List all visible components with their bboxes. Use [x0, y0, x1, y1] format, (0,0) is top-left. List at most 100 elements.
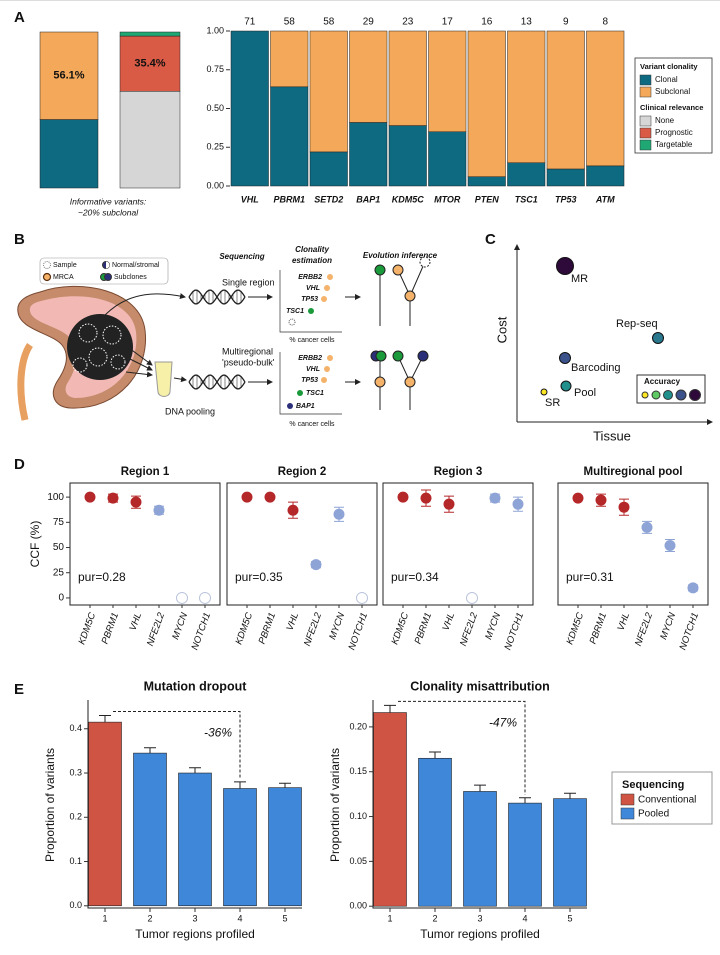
point	[397, 491, 409, 503]
point	[687, 582, 699, 594]
point	[512, 498, 524, 510]
legend-mrca	[42, 272, 52, 282]
point	[420, 492, 432, 504]
tumor	[67, 314, 133, 380]
bar-segment	[119, 31, 181, 37]
mini-axis-label: % cancer cells	[289, 337, 335, 344]
x-tick-label: VHL	[285, 611, 302, 632]
x-tick-label: MYCN	[658, 611, 678, 641]
count-label: 23	[402, 17, 414, 28]
region	[110, 354, 126, 370]
bar-segment	[388, 125, 427, 187]
value-label: 56.1%	[53, 70, 84, 82]
c-legend-title: Accuracy	[644, 377, 681, 386]
gene: ERBB2	[298, 355, 322, 362]
error-bar	[189, 767, 201, 774]
point	[241, 491, 253, 503]
gene: TSC1	[306, 390, 324, 397]
x-tick-label: VHL	[128, 611, 145, 632]
error-bar	[564, 792, 576, 799]
bar	[268, 787, 302, 907]
y-tick-label: 0.2	[69, 812, 82, 822]
bar-segment	[119, 35, 181, 92]
caption: Informative variants:	[70, 196, 147, 206]
legend-swatch	[639, 86, 652, 98]
x-tick-label: TSC1	[515, 194, 538, 204]
error-bar	[429, 751, 441, 759]
x-tick-label: 3	[477, 913, 482, 923]
gene: ERBB2	[298, 274, 322, 281]
row-label: 'pseudo-bulk'	[222, 357, 275, 367]
bar-segment	[467, 176, 506, 187]
gene: VHL	[306, 366, 320, 373]
panel-c: Cost Tissue MR Rep-seq Barcoding Pool SR…	[494, 244, 713, 443]
c-legend-dot	[651, 390, 661, 400]
point	[84, 491, 96, 503]
legend-label: Prognostic	[655, 128, 693, 137]
x-tick-label: NFE2L2	[145, 610, 168, 647]
header: Sequencing	[219, 252, 264, 261]
legend-normal-half	[106, 261, 110, 269]
legend-text: Sample	[53, 262, 77, 269]
x-tick-label: PTEN	[475, 194, 500, 204]
bar-segment	[270, 30, 309, 88]
legend-swatch	[639, 127, 652, 139]
x-tick-label: NFE2L2	[458, 610, 481, 647]
plot-frame	[226, 482, 378, 606]
region	[78, 323, 98, 343]
c-point	[652, 332, 664, 344]
bar-segment	[39, 31, 99, 120]
error-bar	[99, 714, 111, 723]
c-legend-dot	[641, 391, 649, 399]
gene: TSC1	[286, 308, 304, 315]
gene: TP53	[301, 377, 318, 384]
legend-title: Variant clonality	[640, 62, 698, 71]
tree-node	[375, 350, 387, 362]
y-tick-label: 100	[47, 492, 64, 503]
chart-title: Mutation dropout	[144, 679, 248, 693]
annotation: pur=0.28	[78, 570, 126, 584]
mini-dot	[327, 274, 333, 280]
mini-dot	[321, 377, 327, 383]
x-tick-label: NFE2L2	[633, 610, 656, 647]
plot-frame	[382, 482, 534, 606]
annotation: pur=0.31	[566, 570, 614, 584]
bar	[508, 802, 542, 907]
point	[287, 504, 299, 516]
dna-strand	[188, 289, 246, 305]
tree-node	[374, 264, 386, 276]
value-label: 35.4%	[134, 58, 165, 70]
legend-text: Normal/stromal	[112, 262, 160, 269]
bar-segment	[586, 165, 625, 187]
c-x-label: Tissue	[593, 428, 631, 443]
y-tick-label: 0.3	[69, 767, 82, 777]
panel-letter: D	[14, 456, 25, 473]
point	[264, 491, 276, 503]
x-tick-label: 3	[192, 913, 197, 923]
legend-title: Clinical relevance	[640, 103, 703, 112]
tree-node	[404, 376, 416, 388]
y-tick-label: 0	[58, 593, 64, 604]
axes	[372, 700, 587, 909]
bar-segment	[428, 131, 467, 187]
x-tick-label: TP53	[555, 194, 577, 204]
point	[310, 559, 322, 571]
tree-edges	[379, 355, 424, 410]
mini-dot	[321, 296, 327, 302]
x-tick-label: MYCN	[170, 611, 190, 641]
arrow	[124, 344, 153, 366]
x-tick-label: NOTCH1	[502, 611, 526, 651]
panel-letter: C	[485, 231, 496, 248]
tree-node	[392, 264, 404, 276]
mini-dot	[288, 318, 296, 326]
bar-segment	[546, 168, 585, 187]
y-tick-label: 0.0	[69, 900, 82, 910]
bar-segment	[507, 30, 546, 163]
y-tick-label: 25	[53, 567, 65, 578]
x-tick-label: KDM5C	[76, 611, 98, 646]
x-tick-label: NOTCH1	[677, 611, 701, 651]
legend-box	[634, 57, 713, 154]
x-tick-label: KDM5C	[564, 611, 586, 646]
y-axis-label: Proportion of variants	[328, 748, 342, 862]
